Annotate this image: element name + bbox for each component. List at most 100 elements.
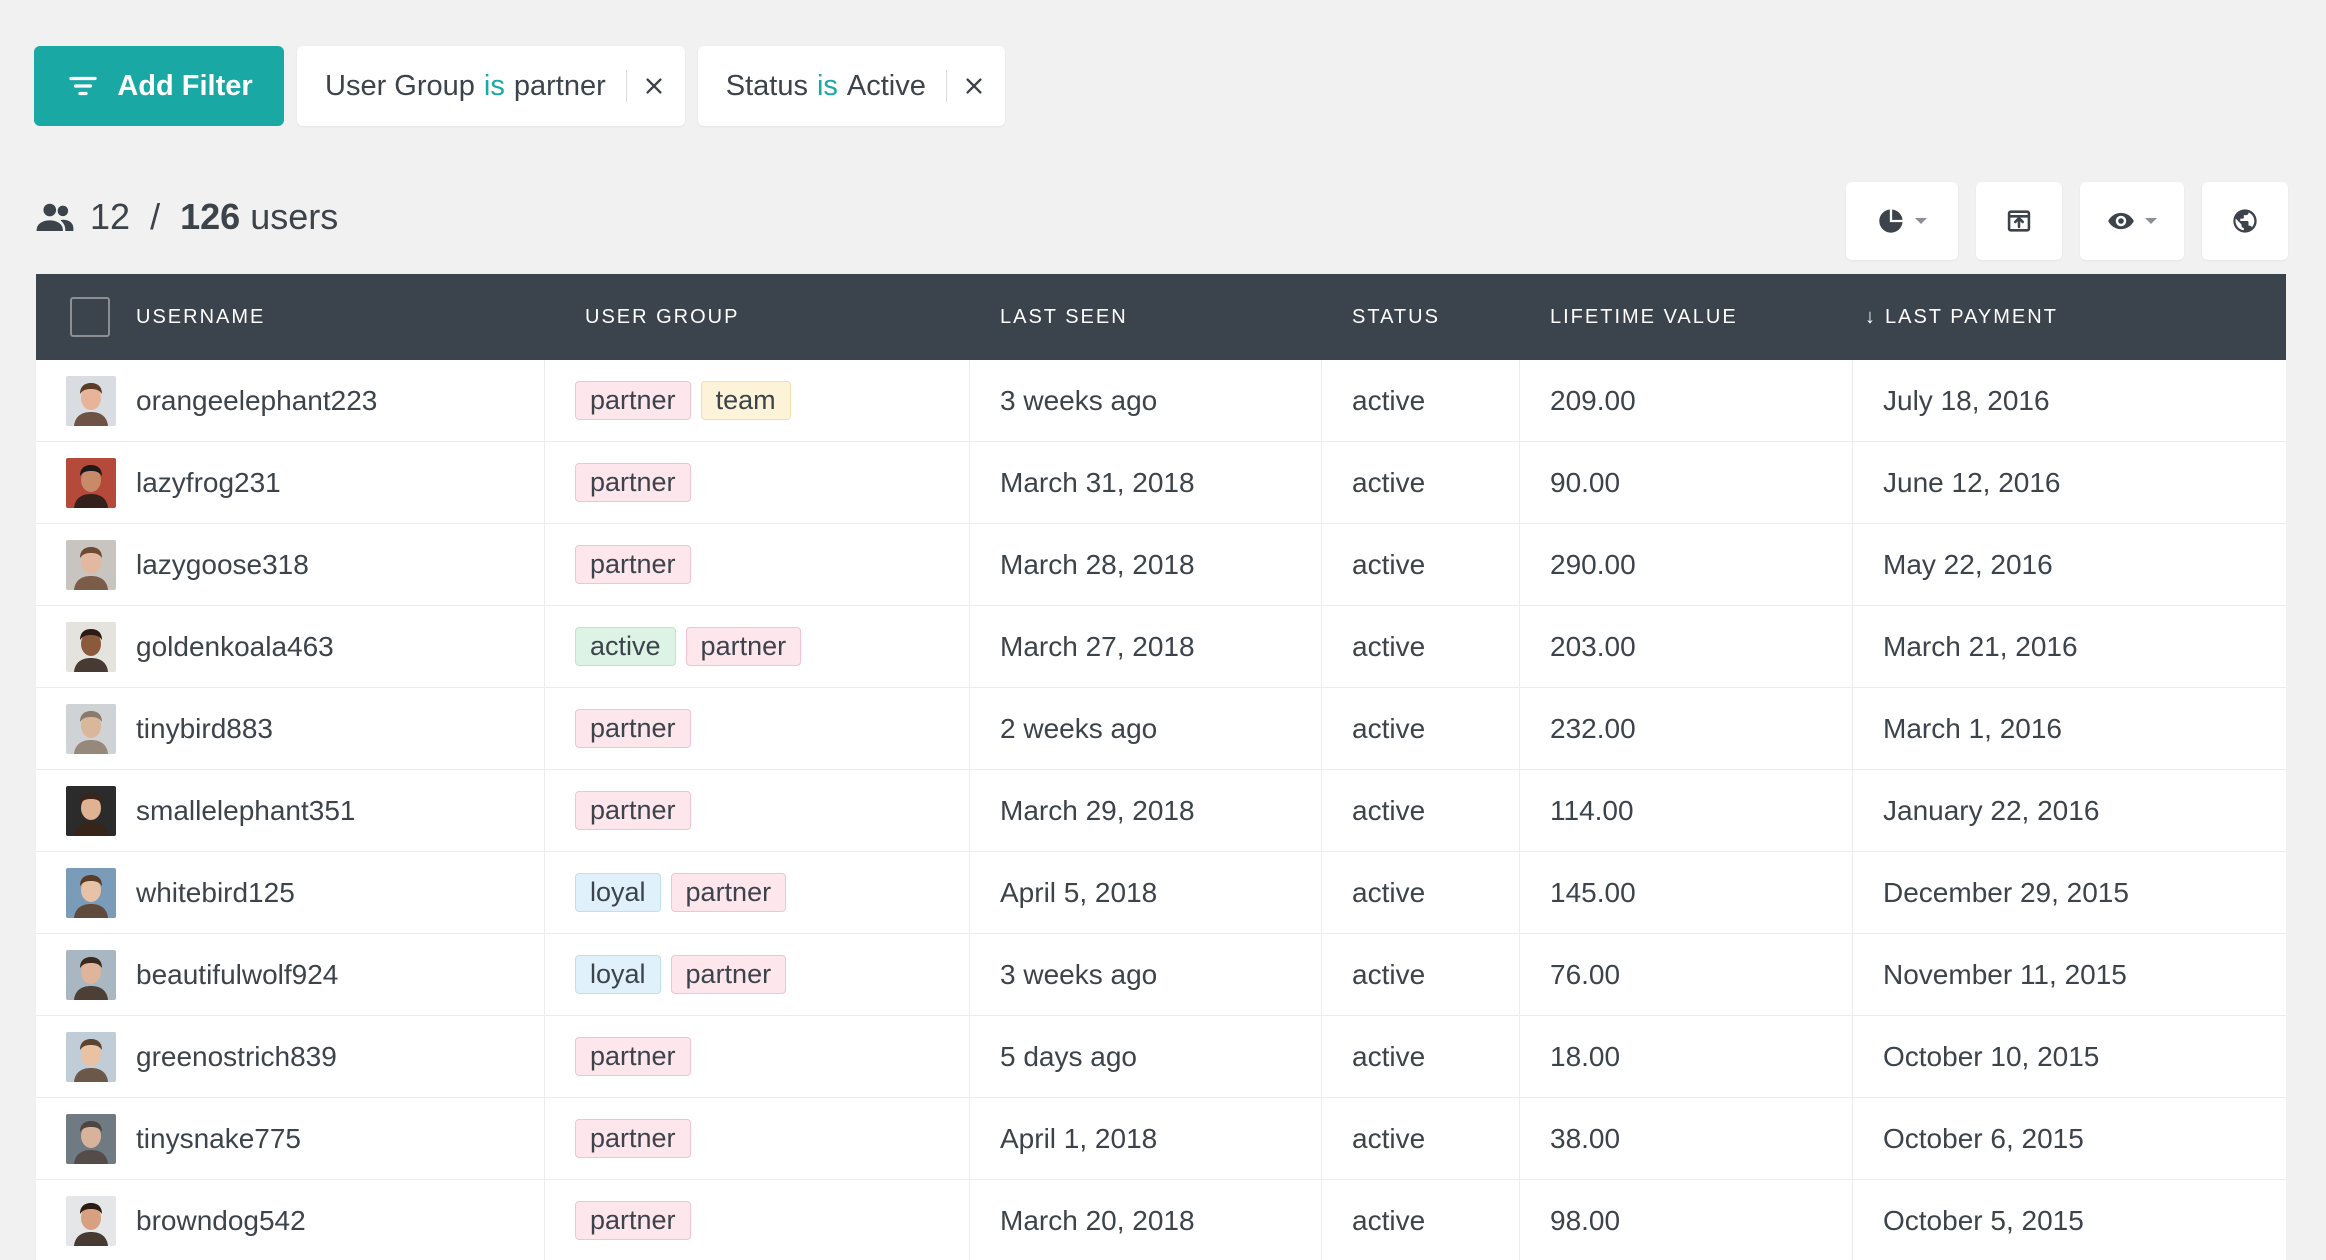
column-label: USERNAME [136, 305, 266, 328]
cell-lifetime-value: 232.00 [1520, 688, 1853, 769]
last-payment-value: November 11, 2015 [1883, 958, 2127, 990]
table-row[interactable]: goldenkoala463 active partner March 27, 2… [36, 606, 2286, 688]
avatar[interactable] [66, 1031, 116, 1082]
username-link[interactable]: greenostrich839 [136, 1040, 337, 1072]
user-group-tag[interactable]: loyal [575, 955, 661, 994]
lifetime-value: 209.00 [1550, 384, 1636, 416]
table-row[interactable]: whitebird125 loyal partner April 5, 2018 … [36, 852, 2286, 934]
table-row[interactable]: lazygoose318 partner March 28, 2018 acti… [36, 524, 2286, 606]
column-lifetime-value[interactable]: LIFETIME VALUE [1520, 274, 1853, 360]
user-group-tag[interactable]: team [700, 381, 791, 420]
table-row[interactable]: beautifulwolf924 loyal partner 3 weeks ag… [36, 934, 2286, 1016]
username-link[interactable]: orangeelephant223 [136, 384, 378, 416]
cell-lifetime-value: 145.00 [1520, 852, 1853, 933]
column-last-seen[interactable]: LAST SEEN [970, 274, 1322, 360]
cell-user-group: partner [545, 1180, 970, 1260]
username-link[interactable]: browndog542 [136, 1204, 306, 1236]
user-group-tag[interactable]: loyal [575, 873, 661, 912]
columns-visibility-button[interactable] [2080, 182, 2184, 260]
table-row[interactable]: lazyfrog231 partner March 31, 2018 activ… [36, 442, 2286, 524]
add-filter-button[interactable]: Add Filter [34, 46, 284, 126]
lifetime-value: 18.00 [1550, 1040, 1621, 1072]
username-link[interactable]: whitebird125 [136, 876, 295, 908]
avatar[interactable] [66, 867, 116, 918]
avatar-photo-icon [66, 621, 116, 672]
cell-last-seen: March 27, 2018 [970, 606, 1322, 687]
users-table: USERNAME USER GROUP LAST SEEN STATUS LIF… [36, 274, 2286, 1260]
chip-operator: is [816, 69, 838, 102]
avatar-photo-icon [66, 1195, 116, 1246]
user-group-tag[interactable]: partner [575, 709, 691, 748]
lifetime-value: 203.00 [1550, 630, 1636, 662]
avatar-photo-icon [66, 703, 116, 754]
username-link[interactable]: lazygoose318 [136, 548, 309, 580]
cell-status: active [1322, 852, 1520, 933]
column-last-payment[interactable]: ↓ LAST PAYMENT [1853, 274, 2286, 360]
cell-username: orangeelephant223 [36, 360, 545, 441]
user-group-tag[interactable]: partner [685, 627, 802, 666]
cell-last-seen: 2 weeks ago [970, 688, 1322, 769]
filter-chip-status[interactable]: Status is Active [697, 46, 1005, 126]
globe-button[interactable] [2202, 182, 2288, 260]
table-row[interactable]: tinysnake775 partner April 1, 2018 activ… [36, 1098, 2286, 1180]
last-seen-value: April 1, 2018 [1000, 1122, 1158, 1154]
avatar-photo-icon [66, 785, 116, 836]
column-status[interactable]: STATUS [1322, 274, 1520, 360]
cell-username: whitebird125 [36, 852, 545, 933]
table-row[interactable]: smallelephant351 partner March 29, 2018 … [36, 770, 2286, 852]
user-group-tag[interactable]: partner [670, 955, 787, 994]
lifetime-value: 290.00 [1550, 548, 1636, 580]
table-row[interactable]: orangeelephant223 partner team 3 weeks ag… [36, 360, 2286, 442]
user-group-tag[interactable]: partner [575, 381, 691, 420]
table-row[interactable]: tinybird883 partner 2 weeks ago active 2… [36, 688, 2286, 770]
close-icon[interactable] [963, 75, 985, 97]
avatar[interactable] [66, 539, 116, 590]
user-group-tag[interactable]: partner [575, 545, 691, 584]
username-link[interactable]: smallelephant351 [136, 794, 356, 826]
username-link[interactable]: tinybird883 [136, 712, 273, 744]
select-all-checkbox[interactable] [70, 297, 110, 337]
last-seen-value: 2 weeks ago [1000, 712, 1158, 744]
table-row[interactable]: greenostrich839 partner 5 days ago activ… [36, 1016, 2286, 1098]
cell-last-payment: January 22, 2016 [1853, 770, 2286, 851]
filter-chip-user-group[interactable]: User Group is partner [297, 46, 685, 126]
user-group-tag[interactable]: partner [575, 1037, 691, 1076]
avatar[interactable] [66, 1195, 116, 1246]
table-row[interactable]: browndog542 partner March 20, 2018 activ… [36, 1180, 2286, 1260]
cell-last-seen: March 31, 2018 [970, 442, 1322, 523]
avatar[interactable] [66, 1113, 116, 1164]
chart-dropdown-button[interactable] [1846, 182, 1958, 260]
cell-status: active [1322, 934, 1520, 1015]
add-filter-label: Add Filter [117, 69, 253, 102]
username-link[interactable]: beautifulwolf924 [136, 958, 339, 990]
username-link[interactable]: lazyfrog231 [136, 466, 281, 498]
export-button[interactable] [1976, 182, 2062, 260]
avatar[interactable] [66, 949, 116, 1000]
eye-icon [2108, 212, 2134, 230]
user-group-tag[interactable]: partner [575, 463, 691, 502]
column-user-group[interactable]: USER GROUP [545, 274, 970, 360]
avatar-photo-icon [66, 1113, 116, 1164]
username-link[interactable]: tinysnake775 [136, 1122, 302, 1154]
user-group-tag[interactable]: partner [575, 1119, 691, 1158]
lifetime-value: 145.00 [1550, 876, 1636, 908]
avatar-photo-icon [66, 949, 116, 1000]
avatar[interactable] [66, 621, 116, 672]
user-group-tag[interactable]: partner [670, 873, 787, 912]
last-seen-value: March 28, 2018 [1000, 548, 1195, 580]
cell-last-seen: March 20, 2018 [970, 1180, 1322, 1260]
cell-last-payment: November 11, 2015 [1853, 934, 2286, 1015]
cell-lifetime-value: 90.00 [1520, 442, 1853, 523]
avatar[interactable] [66, 785, 116, 836]
username-link[interactable]: goldenkoala463 [136, 630, 334, 662]
user-group-tag[interactable]: active [575, 627, 676, 666]
avatar[interactable] [66, 703, 116, 754]
cell-status: active [1322, 1098, 1520, 1179]
user-group-tag[interactable]: partner [575, 1201, 691, 1240]
user-group-tag[interactable]: partner [575, 791, 691, 830]
cell-lifetime-value: 98.00 [1520, 1180, 1853, 1260]
avatar[interactable] [66, 375, 116, 426]
avatar[interactable] [66, 457, 116, 508]
column-username[interactable]: USERNAME [36, 274, 545, 360]
close-icon[interactable] [643, 75, 665, 97]
